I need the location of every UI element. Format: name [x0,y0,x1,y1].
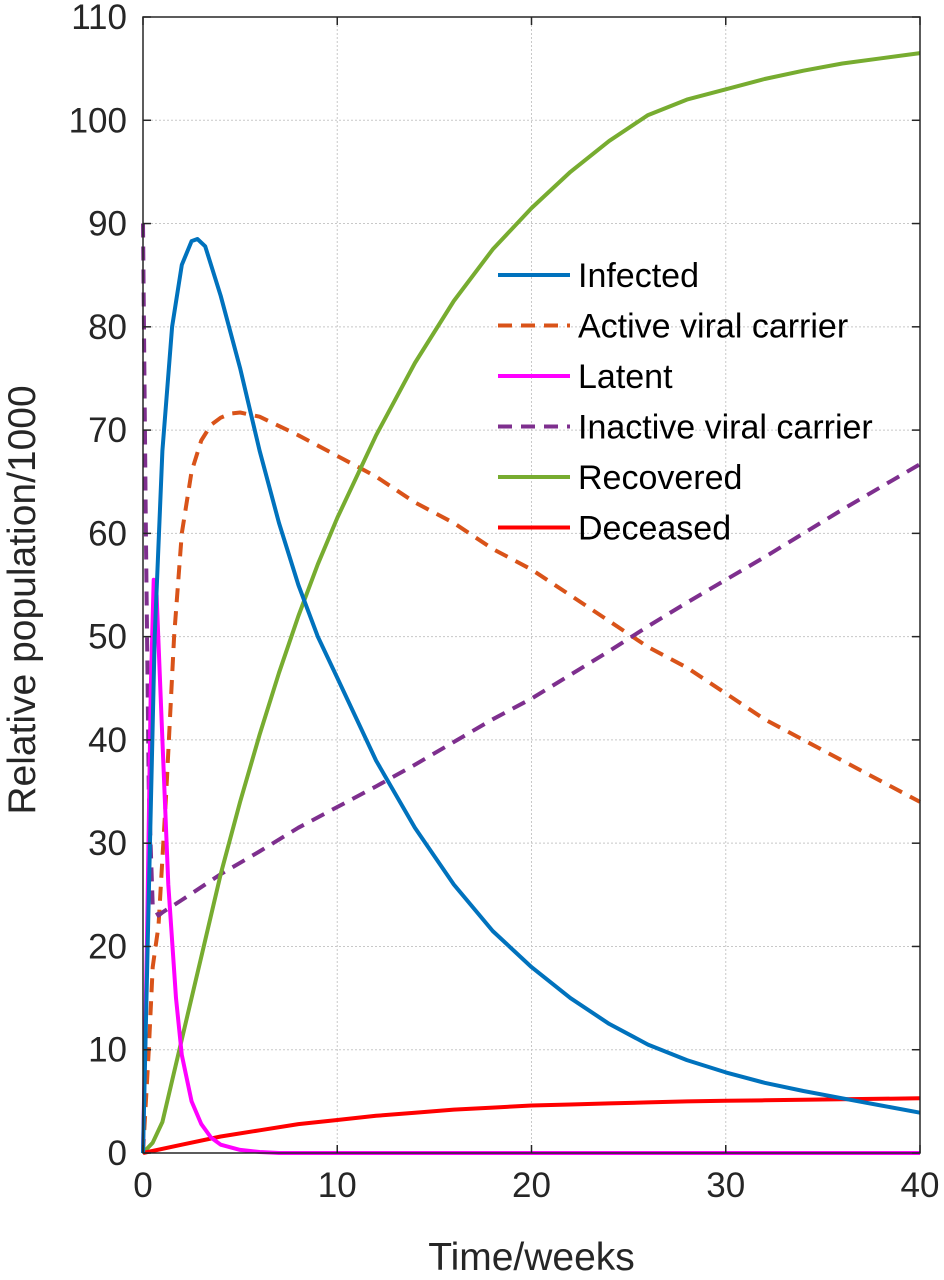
legend-label: Active viral carrier [578,308,848,346]
y-tick-label: 0 [108,1134,127,1173]
legend-label: Inactive viral carrier [578,409,873,447]
legend-label: Recovered [578,459,742,497]
series-line-infected [141,237,921,1154]
x-axis-label: Time/weeks [428,1236,635,1279]
y-tick-label: 100 [69,101,127,140]
series-line-recovered [141,51,921,1155]
x-tick-label: 0 [133,1166,152,1205]
y-tick-label: 90 [88,205,127,244]
series-line-deceased [142,1096,921,1155]
y-tick-label: 70 [88,411,127,450]
y-axis-label: Relative population/1000 [1,385,44,814]
y-tick-label: 10 [88,1031,127,1070]
legend-label: Deceased [578,510,731,548]
x-tick-label: 10 [318,1166,357,1205]
y-tick-label: 50 [88,618,127,657]
x-tick-label: 40 [901,1166,940,1205]
x-tick-label: 30 [706,1166,745,1205]
y-tick-label: 80 [88,308,127,347]
legend-label: Infected [578,257,699,295]
y-tick-label: 110 [71,0,127,37]
grid [143,17,920,1153]
legend: Infected Active viral carrier Latent Inacti… [498,257,873,548]
legend-label: Latent [578,358,673,396]
series-line-inactive-viral-carrier [141,223,922,918]
x-tick-label: 20 [512,1166,551,1205]
y-tick-label: 40 [88,721,127,760]
series-line-active-viral-carrier [141,410,921,1154]
y-tick-label: 30 [88,824,127,863]
y-tick-label: 60 [88,514,127,553]
y-tick-label: 20 [88,927,127,966]
ticks: 0 10 20 30 40 0 10 20 30 40 50 60 70 80 90 100 110 [69,0,940,1205]
